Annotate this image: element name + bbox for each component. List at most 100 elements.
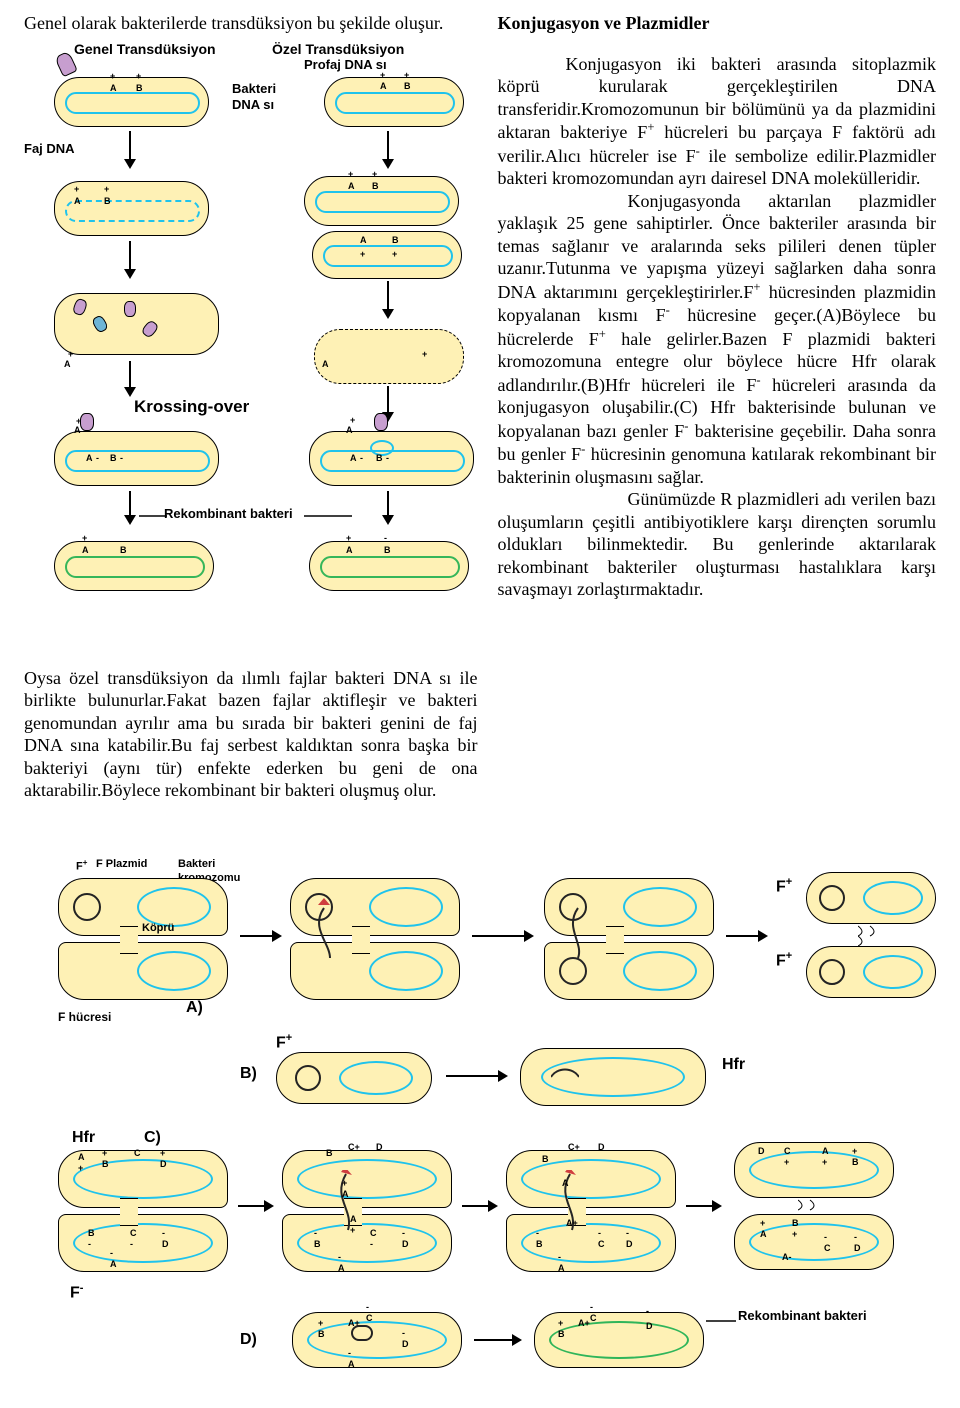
bacterium xyxy=(54,541,214,591)
gene-b: B xyxy=(542,1154,549,1165)
gene-a: A xyxy=(380,81,387,92)
hfr-label: Hfr xyxy=(722,1055,745,1075)
plus: + xyxy=(404,70,409,81)
profaj-dna-label: Profaj DNA sı xyxy=(304,57,387,73)
plus: + xyxy=(76,416,81,427)
bacterium xyxy=(276,1052,432,1104)
gene-a-plus: +A xyxy=(342,1178,349,1201)
minus: - xyxy=(386,453,389,464)
gene-a: A xyxy=(346,425,353,436)
chromosome-ring xyxy=(549,1321,689,1359)
gene-a: A xyxy=(346,545,353,556)
lead1: Konjugasyon iki bakteri arasında xyxy=(565,54,836,74)
chromosome-ring xyxy=(73,1159,213,1199)
f-plus-b: F+ xyxy=(276,1032,292,1053)
chromosome-ring xyxy=(749,1151,879,1189)
right-arrow-icon xyxy=(474,1334,522,1346)
gene-a-plus: A+ xyxy=(350,1214,357,1237)
gene-a-plus: +A xyxy=(760,1218,767,1241)
sup-plus: + xyxy=(599,327,606,341)
gene-b: B xyxy=(392,235,399,246)
gene-a: A xyxy=(64,359,71,370)
plus: + xyxy=(348,169,353,180)
gene-d-minus: -D xyxy=(626,1228,633,1251)
f-plazmid-label: F Plazmid xyxy=(96,858,147,872)
dna-line xyxy=(65,92,200,114)
gene-b-plus: +B xyxy=(852,1146,859,1169)
gene-c-minus: -C xyxy=(824,1232,831,1255)
plus: + xyxy=(392,249,397,260)
right-line-icon xyxy=(304,511,352,521)
minus: - xyxy=(120,453,123,464)
dna-line xyxy=(315,191,450,213)
gene-a: A xyxy=(360,235,367,246)
left-intro: Genel olarak bakterilerde transdüksiyon … xyxy=(24,12,477,35)
chromosome-ring xyxy=(307,1321,447,1359)
gene-d-minus: -D xyxy=(162,1228,169,1251)
stage-d-label: D) xyxy=(240,1330,257,1350)
phage-icon xyxy=(124,301,136,317)
bacterium xyxy=(309,431,474,486)
gene-d-minus: -D xyxy=(402,1328,409,1351)
faj-dna-label: Faj DNA xyxy=(24,141,75,157)
chromosome-ring xyxy=(369,887,443,927)
left-line-icon xyxy=(139,511,167,521)
f-plasmid-ring xyxy=(295,1065,321,1091)
gene-b: B xyxy=(384,545,391,556)
dna-line xyxy=(335,92,455,114)
down-arrow-icon xyxy=(124,491,136,525)
bakteri-dna-label: Bakteri DNA sı xyxy=(232,81,276,114)
gene-c-plus: C+ xyxy=(568,1142,580,1153)
right-arrow-icon xyxy=(240,930,282,942)
dna-line xyxy=(320,556,460,578)
gene-d: D xyxy=(598,1142,605,1153)
gene-a-minus: -A xyxy=(558,1252,565,1275)
phage-icon xyxy=(80,413,94,431)
bacterium xyxy=(734,1214,894,1270)
bacterium xyxy=(806,946,936,998)
plus: + xyxy=(422,349,427,360)
gene-a: A xyxy=(74,196,81,207)
minus: - xyxy=(96,453,99,464)
bacterium-bottom xyxy=(58,1214,228,1272)
gene-a-plus: A+ xyxy=(578,1318,590,1329)
krossing-over-label: Krossing-over xyxy=(134,396,249,417)
chromosome-ring xyxy=(623,887,697,927)
stage-b-label: B) xyxy=(240,1064,257,1084)
gene-d-minus: -D xyxy=(854,1232,861,1255)
gene-b: B xyxy=(136,83,143,94)
gene-c: C xyxy=(134,1148,141,1159)
right-arrow-icon xyxy=(472,930,534,942)
right-arrow-icon xyxy=(462,1200,498,1212)
gene-b-minus: B- xyxy=(88,1228,95,1251)
gene-a-minus: -A xyxy=(348,1348,355,1371)
down-arrow-icon xyxy=(382,281,394,319)
left-line-icon xyxy=(706,1316,736,1326)
bacterium xyxy=(806,872,936,924)
dna-line xyxy=(65,556,205,578)
bridge xyxy=(120,1198,138,1226)
f-plasmid-ring xyxy=(73,893,101,921)
plus: + xyxy=(346,533,351,544)
gene-a-plus: A+ xyxy=(822,1146,829,1169)
gene-a: A xyxy=(350,453,357,464)
plus: + xyxy=(68,349,73,360)
right-arrow-icon xyxy=(726,930,768,942)
bacterium xyxy=(54,77,209,127)
gene-b: B xyxy=(326,1148,333,1159)
dna-line xyxy=(65,200,200,222)
gene-b: B xyxy=(372,181,379,192)
down-arrow-icon xyxy=(124,361,136,397)
f-hucresi-label: F hücresi xyxy=(58,1010,111,1025)
gene-c-minus: C- xyxy=(370,1228,377,1251)
bacterium xyxy=(314,329,464,384)
gene-c-minus: -C xyxy=(598,1228,605,1251)
gene-b-plus: +B xyxy=(318,1318,325,1341)
lead2: Konjugasyonda aktarılan xyxy=(627,191,831,211)
gene-c-minus: C- xyxy=(130,1228,137,1251)
sup-plus: + xyxy=(753,280,760,294)
gene-a: A+ xyxy=(78,1152,85,1175)
gene-b: B xyxy=(376,453,383,464)
conjugation-figure: F+ F Plazmid Bakteri kromozomu Köprü F h… xyxy=(58,870,938,1390)
down-arrow-icon xyxy=(124,131,136,169)
